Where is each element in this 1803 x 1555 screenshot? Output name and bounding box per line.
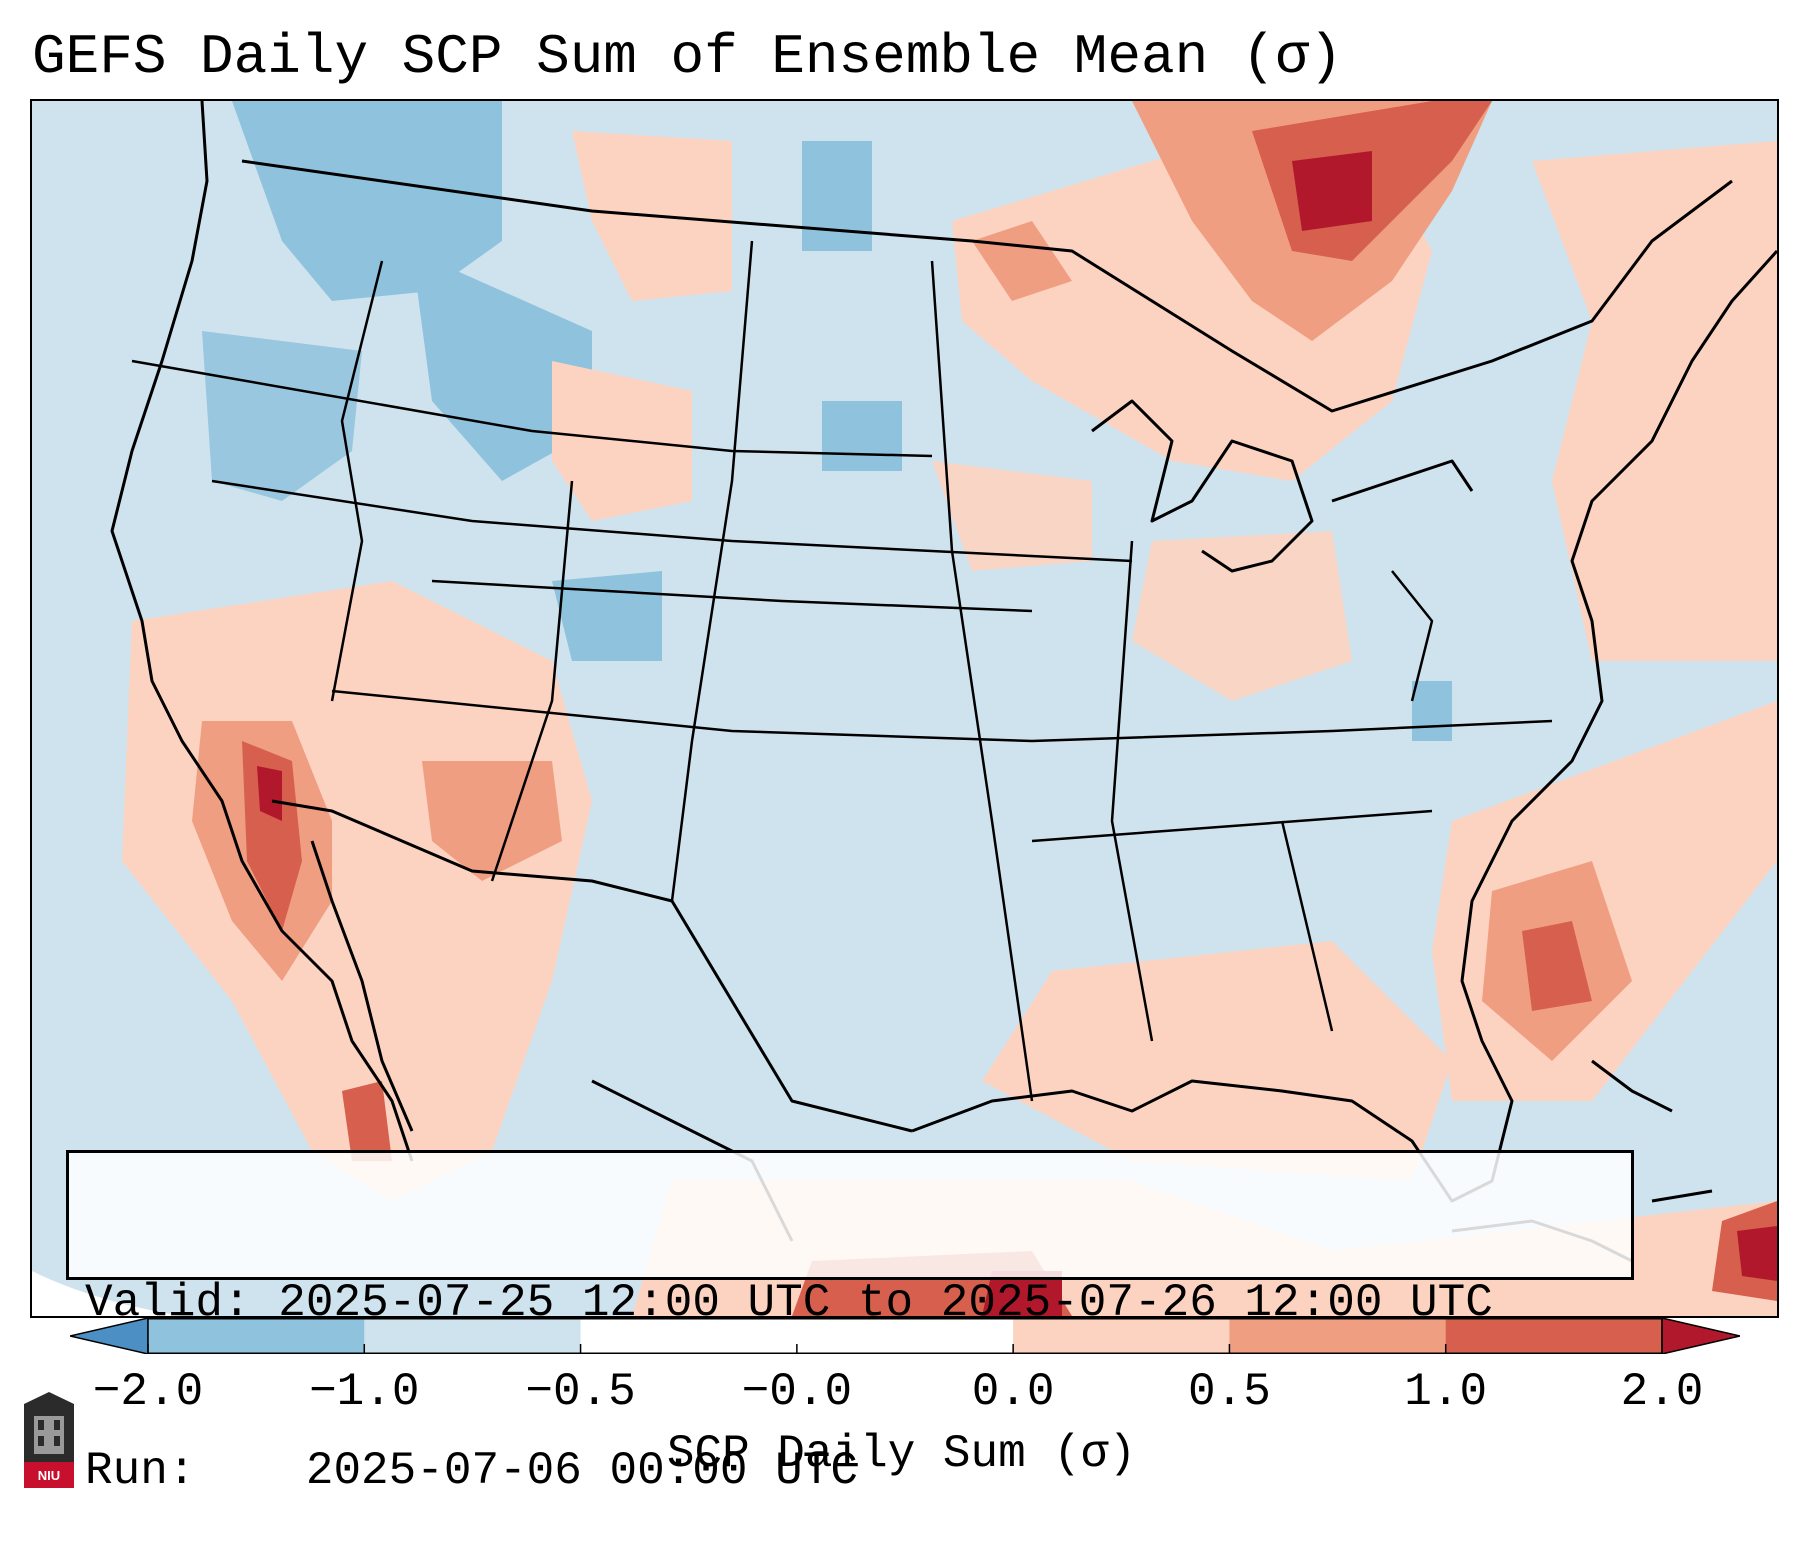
colorbar-outline xyxy=(147,1318,1663,1354)
moderate-patch-canada-east xyxy=(972,221,1072,301)
state-line-3 xyxy=(331,689,1553,743)
extreme-patch-caribbean xyxy=(982,1271,1062,1316)
great-lakes xyxy=(1091,399,1474,573)
off-projection-area xyxy=(32,1271,182,1316)
university-logo-icon xyxy=(24,1392,74,1488)
negative-patch-pacific-nw xyxy=(232,101,502,301)
colorbar-extend-high xyxy=(1661,1318,1740,1354)
colorbar-label: SCP Daily Sum (σ) xyxy=(666,1428,1137,1480)
state-line-2 xyxy=(211,479,1133,563)
colorbar xyxy=(70,1318,1740,1354)
colorbar-tick-label: 0.5 xyxy=(1188,1366,1271,1418)
colorbar-tick-label: −2.0 xyxy=(92,1366,204,1418)
positive-patch-ohio-valley xyxy=(1132,531,1352,701)
state-line-4 xyxy=(431,579,1033,613)
run-row: Run: 2025-07-06 00:00 UTC xyxy=(85,1443,1615,1499)
valid-run-info-box: Valid: 2025-07-25 12:00 UTC to 2025-07-2… xyxy=(66,1150,1634,1497)
extreme-patch-east-caribbean xyxy=(1737,1226,1777,1281)
state-line-9 xyxy=(1110,540,1154,1042)
mexico-border xyxy=(271,799,913,1133)
colorbar-segment xyxy=(1229,1318,1447,1354)
negative-patch-oregon xyxy=(202,331,362,501)
state-line-1 xyxy=(131,359,933,458)
negative-patch-idaho xyxy=(412,251,592,481)
baja-coastline xyxy=(310,840,414,1132)
negative-patch-carolina xyxy=(1412,681,1452,741)
strong-patch-baja xyxy=(242,741,302,931)
colorbar-tick-label: 2.0 xyxy=(1620,1366,1704,1418)
run-value: 2025-07-06 00:00 UTC xyxy=(305,1445,858,1497)
run-label: Run: xyxy=(85,1445,196,1497)
colorbar-tick-label: −1.0 xyxy=(309,1366,420,1418)
colorbar-extend-low xyxy=(70,1318,149,1354)
state-line-8 xyxy=(930,260,1034,1102)
strong-patch-mexico xyxy=(342,1081,392,1161)
colorbar-tick-label: 1.0 xyxy=(1404,1366,1488,1418)
colorbar-segment xyxy=(1013,1318,1230,1354)
state-line-6 xyxy=(490,480,574,882)
state-line-12 xyxy=(1391,570,1434,702)
state-line-10 xyxy=(1031,809,1433,843)
map-panel xyxy=(30,99,1779,1318)
strong-patch-atlantic xyxy=(1522,921,1592,1011)
moderate-patch-arizona xyxy=(422,761,562,881)
colorbar-segment xyxy=(580,1318,798,1354)
colorbar-tick-label: −0.0 xyxy=(741,1366,853,1418)
negative-patch-south-dakota xyxy=(822,401,902,471)
west-coastline xyxy=(110,101,414,1162)
state-line-7 xyxy=(670,240,754,902)
logo-text: NIU xyxy=(37,1468,61,1483)
negative-patch-north-dakota xyxy=(802,141,872,251)
colorbar-segment xyxy=(364,1318,582,1354)
positive-patch-iowa xyxy=(932,461,1092,571)
colorbar-segment xyxy=(796,1318,1014,1354)
colorbar-tick-label: −0.5 xyxy=(525,1366,636,1418)
positive-patch-gulf xyxy=(982,941,1452,1181)
extreme-patch-baja xyxy=(257,766,282,821)
canada-border xyxy=(241,159,1733,413)
chart-title: GEFS Daily SCP Sum of Ensemble Mean (σ) xyxy=(32,25,1343,89)
state-line-5 xyxy=(330,260,384,702)
state-line-11 xyxy=(1280,820,1334,1032)
positive-patch-northeast xyxy=(1532,141,1777,661)
colorbar-segment xyxy=(148,1318,365,1354)
negative-patch-colorado xyxy=(552,571,662,661)
scp-field-map xyxy=(32,101,1777,1316)
colorbar-tick-label: 0.0 xyxy=(971,1366,1055,1418)
extreme-patch-ontario xyxy=(1292,151,1372,231)
colorbar-segment xyxy=(1445,1318,1663,1354)
